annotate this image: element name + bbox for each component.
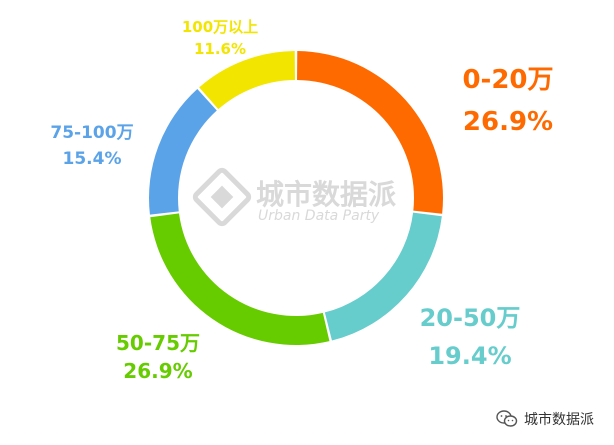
footer: 城市数据派 xyxy=(496,409,594,429)
slice-value-label: 11.6% xyxy=(194,40,246,58)
slice-0-20万 xyxy=(297,51,444,214)
slice-100万以上 xyxy=(199,51,295,110)
slice-50-75万 xyxy=(150,213,330,345)
slice-value-label: 26.9% xyxy=(463,107,553,137)
footer-text: 城市数据派 xyxy=(524,412,594,428)
slice-label: 75-100万 xyxy=(50,123,133,143)
slice-20-50万 xyxy=(324,212,442,341)
wechat-icon xyxy=(496,410,518,427)
slice-label: 50-75万 xyxy=(116,331,200,355)
slice-value-label: 26.9% xyxy=(123,359,192,383)
donut-slices xyxy=(149,51,444,345)
watermark-cn: 城市数据派 xyxy=(256,178,396,211)
watermark-en: Urban Data Party xyxy=(258,208,380,224)
watermark-logo-icon xyxy=(192,167,252,227)
slice-label: 20-50万 xyxy=(420,304,521,332)
slice-label: 0-20万 xyxy=(462,65,553,95)
slice-value-label: 19.4% xyxy=(428,342,511,370)
slice-labels: 0-20万 26.9% 20-50万 19.4% 50-75万 26.9% 75-100万 1… xyxy=(50,18,553,383)
slice-value-label: 15.4% xyxy=(63,149,122,169)
slice-75-100万 xyxy=(149,89,217,215)
watermark: 城市数据派 Urban Data Party xyxy=(192,167,396,227)
slice-label: 100万以上 xyxy=(182,18,258,36)
